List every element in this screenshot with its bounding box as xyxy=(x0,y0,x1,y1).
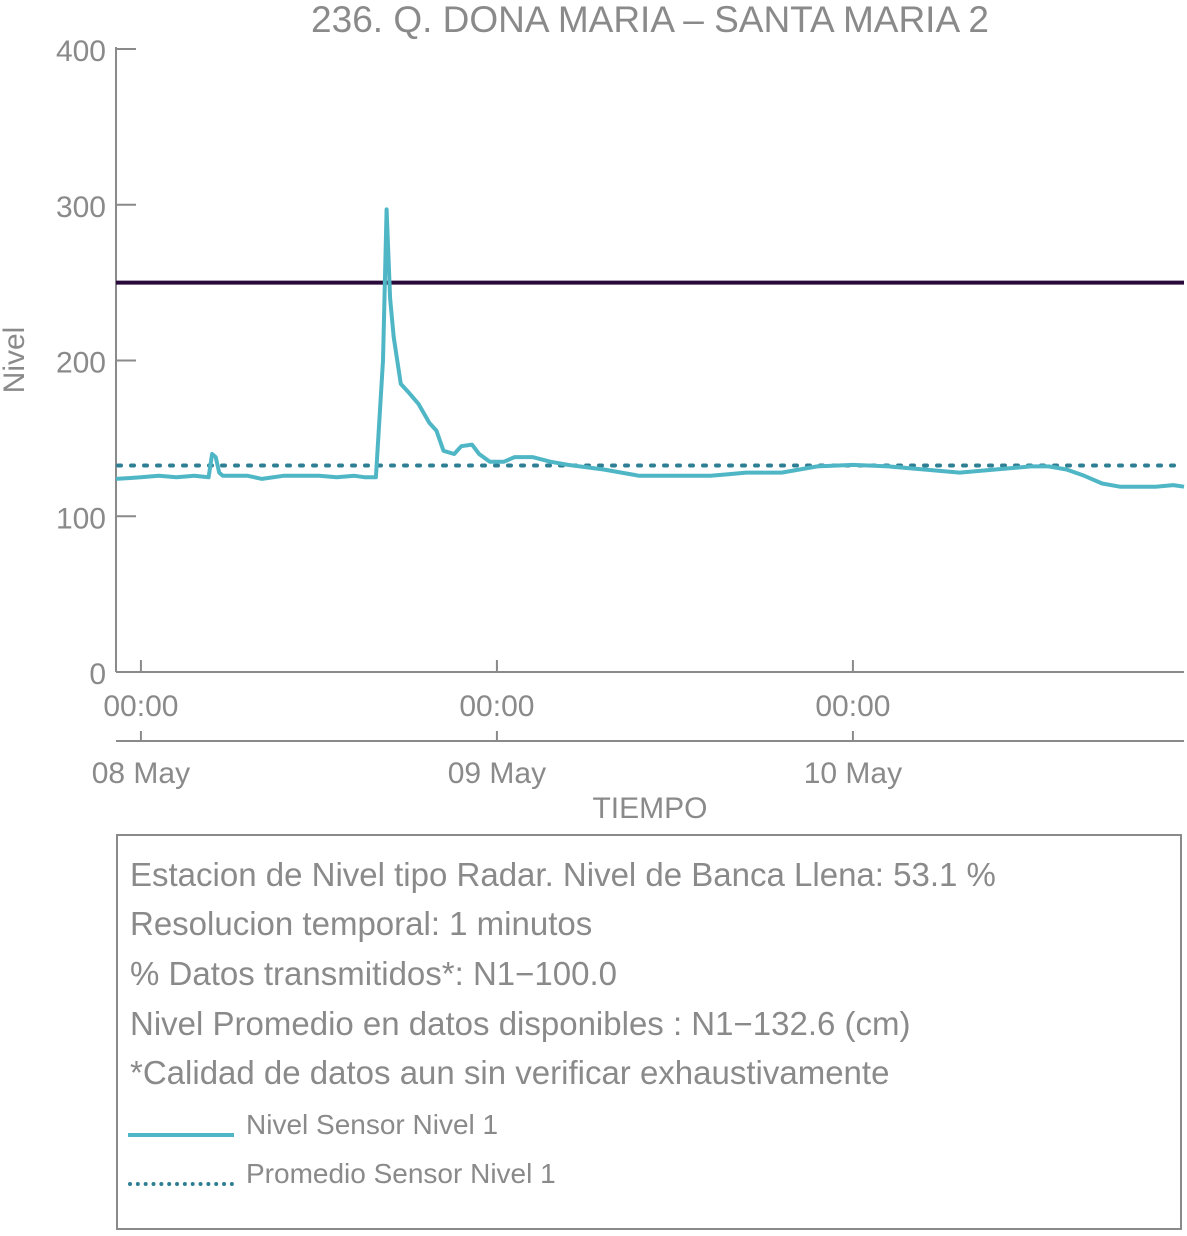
legend-dotted-line-swatch xyxy=(128,1182,234,1186)
chart-title: 236. Q. DONA MARIA – SANTA MARIA 2 xyxy=(311,0,989,40)
x-tick-time-label: 00:00 xyxy=(459,690,534,723)
level-series-line xyxy=(115,207,1185,489)
x-tick-date-label: 08 May xyxy=(92,757,190,790)
info-legend-box: Estacion de Nivel tipo Radar. Nivel de B… xyxy=(116,834,1182,1230)
series-layer xyxy=(115,207,1185,489)
x-tick-time-label: 00:00 xyxy=(103,690,178,723)
y-axis-label: Nivel xyxy=(0,327,31,394)
info-quality-note: *Calidad de datos aun sin verificar exha… xyxy=(130,1054,890,1091)
x-tick-date-label: 10 May xyxy=(804,757,902,790)
info-mean-level: Nivel Promedio en datos disponibles : N1… xyxy=(130,1005,911,1042)
axes: 0 100 200 300 400 00:00 08 May 00:00 09 May 00:00… xyxy=(56,35,1184,790)
legend-level-label: Nivel Sensor Nivel 1 xyxy=(246,1109,499,1140)
x-tick-time-label: 00:00 xyxy=(815,690,890,723)
info-station-type: Estacion de Nivel tipo Radar. Nivel de B… xyxy=(130,856,996,893)
y-tick-label: 0 xyxy=(89,658,106,691)
y-tick-label: 100 xyxy=(56,502,106,535)
legend-solid-line-swatch xyxy=(128,1133,234,1137)
y-tick-label: 400 xyxy=(56,35,106,68)
legend-mean-label: Promedio Sensor Nivel 1 xyxy=(246,1158,556,1189)
x-axis-label: TIEMPO xyxy=(592,792,707,825)
y-tick-label: 300 xyxy=(56,191,106,224)
info-resolution: Resolucion temporal: 1 minutos xyxy=(130,905,593,942)
x-tick-date-label: 09 May xyxy=(448,757,546,790)
level-chart: 236. Q. DONA MARIA – SANTA MARIA 2 Nivel… xyxy=(0,0,1186,825)
info-transmitted: % Datos transmitidos*: N1−100.0 xyxy=(130,955,617,992)
y-tick-label: 200 xyxy=(56,347,106,380)
